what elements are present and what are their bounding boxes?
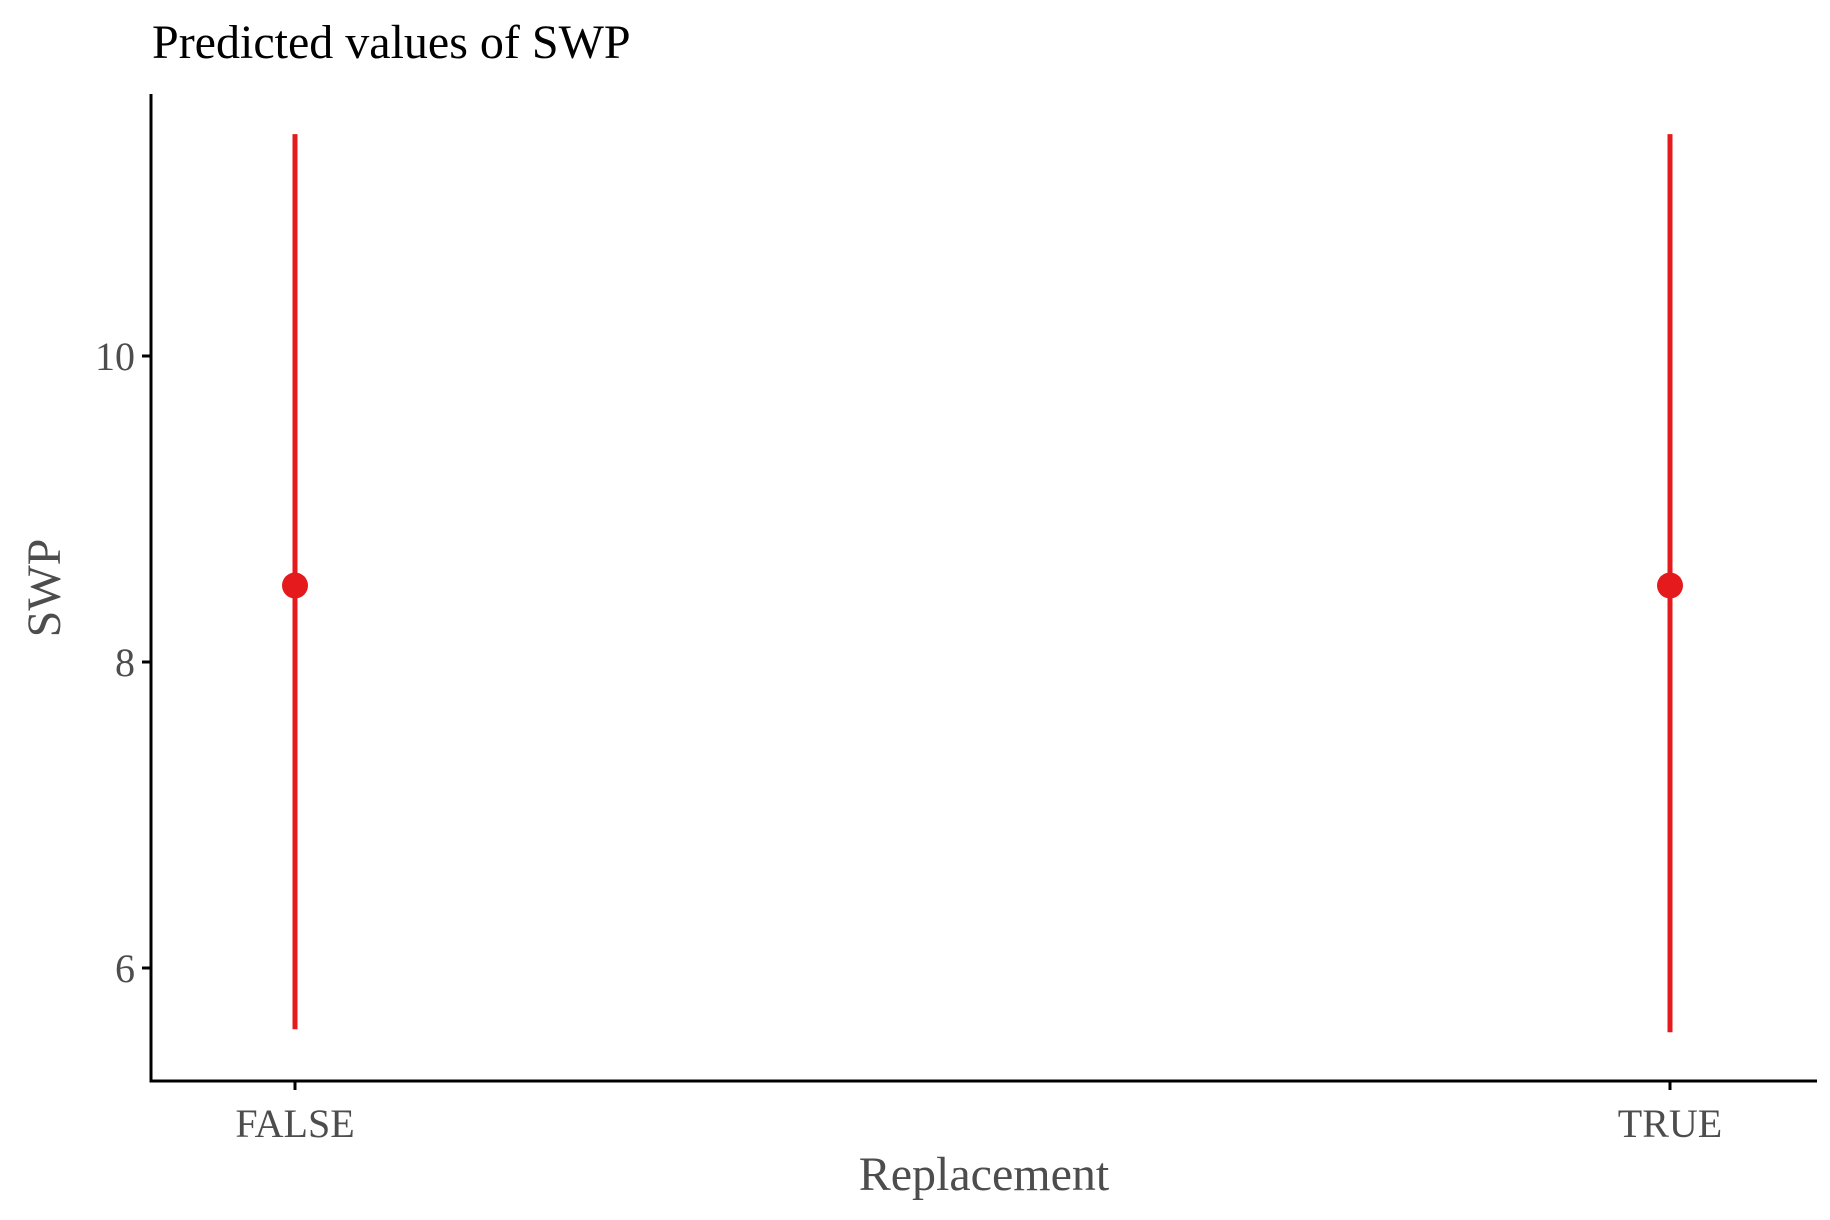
y-tick-label: 8 — [115, 640, 135, 685]
data-point — [1657, 572, 1683, 599]
x-tick-label: TRUE — [1618, 1101, 1722, 1146]
axes — [149, 94, 1817, 1083]
y-tick-label: 6 — [115, 946, 135, 991]
x-axis-title: Replacement — [859, 1148, 1110, 1201]
y-axis-title: SWP — [18, 539, 71, 638]
x-tick-label: FALSE — [235, 1101, 354, 1146]
data-marks — [282, 134, 1683, 1033]
y-ticks: 6 8 10 — [95, 334, 151, 991]
y-tick-label: 10 — [95, 334, 135, 379]
data-point — [282, 572, 308, 599]
x-ticks: FALSE TRUE — [235, 1081, 1722, 1146]
chart-title: Predicted values of SWP — [152, 16, 631, 69]
